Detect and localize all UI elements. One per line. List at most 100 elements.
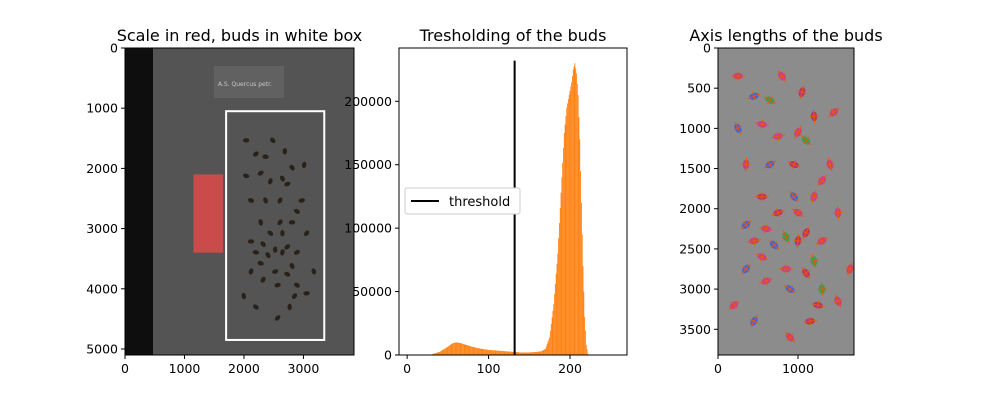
histogram-bar	[546, 344, 548, 355]
minor-axis	[809, 194, 819, 199]
bud	[263, 197, 268, 204]
histogram-bar	[470, 346, 472, 355]
minor-axis	[752, 236, 756, 246]
bud	[291, 293, 298, 299]
bud	[242, 138, 250, 143]
histogram-bar	[497, 350, 498, 355]
histogram-bar	[476, 347, 478, 355]
histogram-bar	[510, 351, 512, 355]
histogram-bar	[490, 350, 492, 355]
x-tick-label: 1000	[169, 361, 201, 376]
histogram-bar	[493, 350, 494, 355]
histogram-bar	[475, 347, 476, 355]
histogram-bar	[578, 117, 580, 355]
minor-axis	[776, 131, 780, 141]
bud	[303, 230, 310, 236]
paper-label-text: A.S. Quercus petr.	[218, 81, 272, 88]
bud	[272, 246, 278, 253]
histogram-bar	[525, 352, 527, 355]
histogram-bar	[462, 343, 463, 355]
histogram-bar	[493, 350, 495, 355]
bud-with-axes	[791, 208, 805, 217]
y-tick-label: 150000	[344, 157, 392, 172]
histogram-bar	[483, 349, 485, 355]
y-tick-label: 100000	[344, 221, 392, 236]
bud	[262, 154, 269, 159]
histogram-bar	[542, 350, 544, 355]
histogram-bar	[469, 345, 471, 355]
histogram-bar	[550, 324, 552, 355]
histogram-bar	[562, 162, 564, 355]
histogram-bar	[443, 349, 445, 355]
histogram-bar	[515, 352, 517, 355]
x-tick-label: 2000	[228, 361, 260, 376]
panel-threshold-histogram: Tresholding of the buds 0 100 200 0 50000 10…	[344, 26, 628, 376]
histogram-bar	[441, 350, 443, 355]
histogram-bar	[510, 351, 511, 355]
x-tick-label: 1000	[782, 361, 814, 376]
minor-axis	[775, 208, 781, 218]
histogram-bar	[585, 330, 586, 355]
bud	[265, 252, 271, 259]
histogram-bar	[471, 346, 472, 355]
histogram-bar	[488, 349, 490, 355]
histogram-bar	[534, 352, 536, 355]
y-tick-label: 3500	[679, 322, 711, 337]
bud-with-axes	[793, 233, 803, 248]
y-tick-label: 0	[703, 41, 711, 56]
bud-with-axes	[741, 263, 751, 275]
histogram-bar	[442, 349, 444, 355]
bud	[284, 271, 291, 277]
histogram-bar	[554, 294, 555, 355]
histogram-bar	[507, 351, 509, 355]
histogram-bar	[570, 86, 572, 355]
scale-in-red	[193, 174, 224, 253]
histogram-bar	[491, 350, 493, 355]
bud-with-axes	[802, 316, 818, 326]
y-tick-label: 1000	[86, 101, 118, 116]
histogram-bar	[583, 291, 585, 355]
bud-with-axes	[833, 294, 843, 308]
histogram-bar	[480, 348, 482, 355]
histogram-bar	[549, 337, 551, 355]
histogram-bar	[559, 207, 561, 355]
panel-scale-image: Scale in red, buds in white box A.S. Que…	[86, 26, 362, 376]
axis-image-background	[718, 48, 854, 355]
histogram-bar	[467, 345, 469, 355]
histogram-bar	[586, 349, 588, 355]
x-tick-label: 3000	[288, 361, 320, 376]
bud-with-axes	[771, 131, 785, 141]
minor-axis	[730, 301, 738, 309]
bud-with-axes	[811, 300, 825, 310]
bud	[298, 198, 305, 203]
histogram-bar	[437, 352, 439, 355]
histogram-bars	[431, 63, 589, 356]
histogram-bar	[524, 352, 526, 355]
legend-box	[404, 187, 521, 215]
legend-threshold-label: threshold	[449, 195, 510, 210]
histogram-bar	[501, 350, 503, 355]
y-tick-label: 0	[110, 41, 118, 56]
bud-with-axes	[733, 121, 743, 135]
histogram-bar	[558, 238, 560, 355]
histogram-bar	[567, 103, 568, 355]
histogram-bar	[486, 349, 488, 355]
histogram-bar	[478, 348, 480, 355]
histogram-bar	[481, 348, 483, 355]
bud-with-axes	[740, 219, 752, 230]
minor-axis	[819, 236, 825, 246]
histogram-bar	[435, 353, 437, 355]
minor-axis	[767, 160, 773, 169]
histogram-bar	[553, 304, 555, 355]
bud-with-axes	[817, 174, 827, 187]
bud-with-axes	[755, 252, 769, 262]
histogram-bar	[479, 348, 481, 355]
histogram-bar	[471, 346, 473, 355]
y-tick-label: 2000	[86, 161, 118, 176]
bud	[289, 262, 295, 270]
histogram-bar	[532, 352, 534, 355]
x-tick-label: 0	[714, 361, 722, 376]
panel2-y-ticks: 0 50000 100000 150000 200000	[344, 94, 399, 363]
bud-with-axes	[741, 157, 751, 172]
bud	[248, 268, 254, 275]
